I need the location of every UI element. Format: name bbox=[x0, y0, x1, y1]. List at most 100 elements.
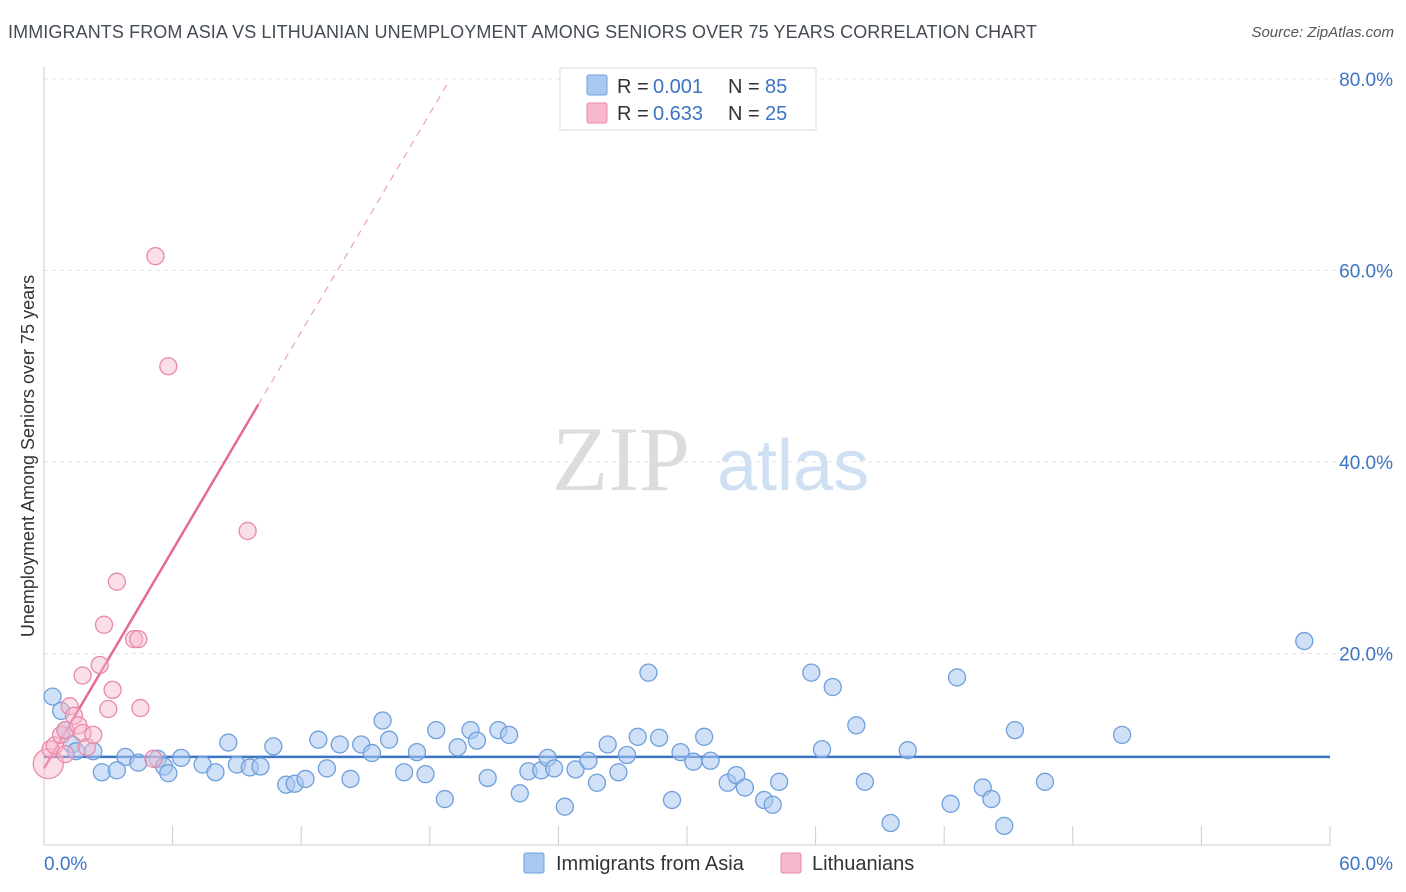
point-asia-54 bbox=[628, 727, 647, 746]
watermark: ZIP atlas bbox=[552, 408, 869, 510]
point-asia-47 bbox=[555, 797, 574, 816]
point-asia-70 bbox=[823, 677, 842, 697]
point-asia-14 bbox=[206, 763, 225, 782]
point-lithuanians-24 bbox=[56, 744, 75, 764]
bottom-legend-label-lithuanians: Lithuanians bbox=[812, 853, 914, 875]
point-asia-29 bbox=[373, 711, 392, 730]
point-lithuanians-19 bbox=[131, 698, 150, 718]
point-asia-28 bbox=[362, 743, 382, 763]
point-asia-35 bbox=[435, 789, 454, 809]
point-asia-49 bbox=[579, 751, 598, 770]
point-asia-69 bbox=[812, 740, 832, 759]
point-asia-81 bbox=[1035, 772, 1055, 791]
legend-n-label-asia: N = bbox=[728, 76, 760, 98]
watermark-atlas: atlas bbox=[717, 426, 869, 506]
point-lithuanians-11 bbox=[73, 666, 92, 685]
legend-r-value-lithuanians: 0.633 bbox=[653, 103, 703, 125]
point-asia-36 bbox=[448, 738, 467, 757]
point-lithuanians-17 bbox=[124, 629, 144, 649]
legend-n-value-asia: 85 bbox=[765, 76, 787, 98]
bottom-legend-swatch-asia bbox=[523, 852, 545, 874]
gridlines bbox=[44, 78, 1393, 654]
point-asia-32 bbox=[407, 742, 427, 762]
point-asia-15 bbox=[219, 733, 238, 752]
y-tick-label-0: 20.0% bbox=[1339, 645, 1393, 666]
bottom-legend-swatch-lithuanians bbox=[780, 852, 802, 874]
point-asia-78 bbox=[982, 789, 1001, 809]
point-asia-75 bbox=[941, 794, 960, 813]
point-lithuanians-22 bbox=[159, 357, 178, 376]
legend-r-value-asia: 0.001 bbox=[653, 76, 703, 98]
legend-n-value-lithuanians: 25 bbox=[765, 103, 787, 125]
data-points bbox=[32, 246, 1314, 835]
point-lithuanians-16 bbox=[107, 572, 127, 591]
point-asia-80 bbox=[1005, 720, 1025, 740]
point-lithuanians-13 bbox=[94, 615, 114, 634]
point-asia-56 bbox=[649, 728, 669, 747]
point-lithuanians-21 bbox=[146, 246, 165, 266]
point-asia-61 bbox=[701, 751, 720, 770]
point-asia-71 bbox=[847, 716, 866, 735]
point-asia-9 bbox=[107, 761, 127, 780]
point-asia-42 bbox=[510, 784, 529, 803]
bottom-legend-label-asia: Immigrants from Asia bbox=[556, 853, 745, 875]
point-lithuanians-20 bbox=[144, 749, 163, 768]
legend-n-label-lithuanians: N = bbox=[728, 103, 760, 125]
point-asia-18 bbox=[251, 757, 270, 776]
point-asia-24 bbox=[317, 759, 337, 778]
point-asia-66 bbox=[763, 795, 782, 814]
point-asia-8 bbox=[92, 763, 112, 782]
point-asia-84 bbox=[67, 742, 86, 761]
point-asia-82 bbox=[1112, 725, 1132, 745]
axes bbox=[43, 67, 1331, 846]
point-asia-73 bbox=[881, 813, 900, 833]
point-asia-23 bbox=[309, 730, 328, 749]
legend-swatch-lithuanians bbox=[586, 102, 608, 124]
chart-title: IMMIGRANTS FROM ASIA VS LITHUANIAN UNEMP… bbox=[8, 22, 1038, 42]
point-asia-60 bbox=[694, 727, 714, 746]
point-asia-38 bbox=[467, 731, 487, 750]
point-asia-64 bbox=[735, 778, 755, 797]
y-tick-label-3: 80.0% bbox=[1339, 70, 1393, 91]
x-tick-label-max: 60.0% bbox=[1339, 854, 1393, 875]
chart-source: Source: ZipAtlas.com bbox=[1251, 24, 1394, 41]
point-asia-58 bbox=[671, 742, 690, 762]
trend-line-lithuanians-extrapolated bbox=[257, 80, 450, 405]
point-asia-10 bbox=[129, 753, 148, 772]
point-asia-57 bbox=[662, 790, 682, 810]
point-lithuanians-23 bbox=[238, 521, 257, 541]
point-asia-19 bbox=[264, 737, 283, 756]
legend-r-label-lithuanians: R = bbox=[617, 103, 649, 125]
point-asia-7 bbox=[172, 748, 191, 768]
point-lithuanians-15 bbox=[103, 680, 122, 700]
point-asia-63 bbox=[727, 765, 746, 785]
point-asia-55 bbox=[639, 663, 658, 682]
point-lithuanians-10 bbox=[84, 725, 103, 745]
legend-swatch-asia bbox=[586, 74, 608, 96]
point-lithuanians-6 bbox=[64, 706, 84, 725]
point-asia-50 bbox=[587, 773, 607, 792]
point-asia-0 bbox=[43, 687, 62, 706]
point-asia-30 bbox=[379, 730, 399, 749]
correlation-legend: R = 0.001 N = 85 R = 0.633 N = 25 bbox=[559, 67, 817, 131]
point-asia-53 bbox=[617, 745, 637, 765]
point-asia-51 bbox=[598, 735, 617, 754]
y-tick-label-2: 60.0% bbox=[1339, 262, 1393, 283]
y-tick-labels: 20.0% 40.0% 60.0% 80.0% bbox=[1339, 70, 1393, 666]
point-asia-74 bbox=[898, 741, 917, 760]
y-axis-label: Unemployment Among Seniors over 75 years bbox=[18, 275, 38, 637]
point-lithuanians-5 bbox=[60, 697, 79, 716]
point-asia-52 bbox=[609, 763, 628, 782]
point-asia-46 bbox=[544, 759, 564, 778]
point-asia-31 bbox=[394, 763, 414, 782]
point-asia-67 bbox=[770, 772, 789, 791]
point-asia-72 bbox=[855, 772, 875, 791]
point-lithuanians-12 bbox=[90, 655, 109, 675]
watermark-zip: ZIP bbox=[552, 408, 690, 510]
point-asia-22 bbox=[296, 769, 315, 789]
point-asia-33 bbox=[416, 764, 435, 784]
point-asia-12 bbox=[159, 764, 178, 783]
x-tick-label-min: 0.0% bbox=[44, 854, 87, 875]
point-asia-59 bbox=[684, 752, 703, 771]
